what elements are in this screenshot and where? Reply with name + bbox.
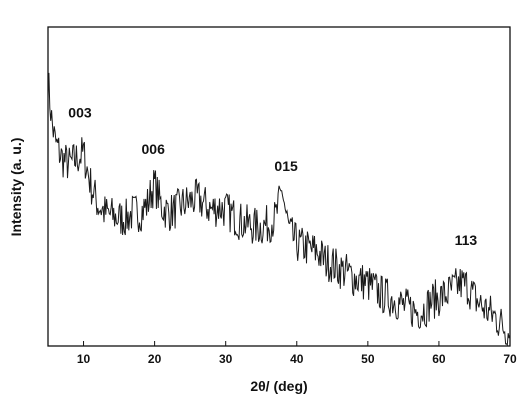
x-tick-label: 10 (77, 352, 91, 366)
peak-annotations: 003 006 015 113 (68, 104, 477, 247)
x-tick-label: 20 (148, 352, 162, 366)
peak-label: 003 (68, 104, 92, 120)
x-tick-label: 70 (503, 352, 517, 366)
x-tick-label: 50 (361, 352, 375, 366)
x-axis-label: 2θ/ (deg) (250, 378, 307, 394)
peak-label: 006 (142, 141, 166, 157)
series-line (47, 72, 511, 347)
x-tick-label: 40 (290, 352, 304, 366)
x-tick-label: 30 (219, 352, 233, 366)
peak-label: 015 (274, 158, 298, 174)
y-axis-label: Intensity (a. u.) (8, 138, 24, 237)
x-tick-label: 60 (432, 352, 446, 366)
peak-label: 113 (455, 232, 478, 248)
plot-frame (47, 26, 511, 347)
x-axis-ticks: 10 20 30 40 50 60 70 (77, 341, 517, 366)
